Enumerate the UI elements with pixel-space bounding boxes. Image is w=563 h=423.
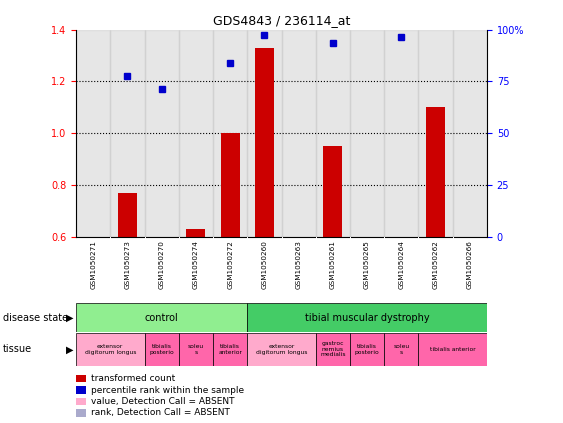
Text: gastroc
nemius
medialis: gastroc nemius medialis <box>320 341 346 357</box>
Text: GSM1050271: GSM1050271 <box>90 240 96 289</box>
Text: soleu
s: soleu s <box>188 344 204 354</box>
Text: tibial muscular dystrophy: tibial muscular dystrophy <box>305 313 430 323</box>
Text: tibialis
posterio: tibialis posterio <box>355 344 379 354</box>
Bar <box>418 30 453 237</box>
Bar <box>221 133 239 237</box>
Text: tibialis anterior: tibialis anterior <box>430 347 476 352</box>
Text: GSM1050265: GSM1050265 <box>364 240 370 289</box>
Bar <box>76 333 145 366</box>
Text: GSM1050274: GSM1050274 <box>193 240 199 289</box>
Text: disease state: disease state <box>3 313 68 323</box>
Bar <box>179 30 213 237</box>
Text: GSM1050262: GSM1050262 <box>432 240 439 289</box>
Text: transformed count: transformed count <box>91 374 175 383</box>
Text: ▶: ▶ <box>66 313 73 323</box>
Bar <box>418 333 487 366</box>
Text: value, Detection Call = ABSENT: value, Detection Call = ABSENT <box>91 397 234 406</box>
Text: GSM1050261: GSM1050261 <box>330 240 336 289</box>
Bar <box>179 333 213 366</box>
Bar <box>247 303 487 332</box>
Text: extensor
digitorum longus: extensor digitorum longus <box>256 344 307 354</box>
Bar <box>350 333 384 366</box>
Text: GSM1050260: GSM1050260 <box>261 240 267 289</box>
Bar <box>145 333 179 366</box>
Bar <box>426 107 445 237</box>
Text: soleu
s: soleu s <box>394 344 409 354</box>
Bar <box>282 30 316 237</box>
Text: control: control <box>145 313 178 323</box>
Text: percentile rank within the sample: percentile rank within the sample <box>91 385 244 395</box>
Bar <box>213 333 247 366</box>
Text: GSM1050263: GSM1050263 <box>296 240 302 289</box>
Bar <box>76 303 247 332</box>
Text: GSM1050273: GSM1050273 <box>124 240 131 289</box>
Bar <box>118 193 137 237</box>
Bar <box>453 30 487 237</box>
Bar <box>316 30 350 237</box>
Bar <box>145 30 179 237</box>
Text: tibialis
anterior: tibialis anterior <box>218 344 242 354</box>
Text: tibialis
posterio: tibialis posterio <box>149 344 174 354</box>
Bar <box>247 333 316 366</box>
Bar <box>350 30 384 237</box>
Bar <box>324 146 342 237</box>
Text: GSM1050272: GSM1050272 <box>227 240 233 289</box>
Bar <box>385 30 418 237</box>
Text: GSM1050264: GSM1050264 <box>399 240 404 289</box>
Bar <box>316 333 350 366</box>
Bar <box>110 30 145 237</box>
Bar <box>186 229 205 237</box>
Title: GDS4843 / 236114_at: GDS4843 / 236114_at <box>213 14 350 27</box>
Bar <box>384 333 418 366</box>
Bar <box>76 30 110 237</box>
Bar <box>213 30 247 237</box>
Text: tissue: tissue <box>3 344 32 354</box>
Text: ▶: ▶ <box>66 344 73 354</box>
Text: extensor
digitorum longus: extensor digitorum longus <box>84 344 136 354</box>
Text: GSM1050266: GSM1050266 <box>467 240 473 289</box>
Text: rank, Detection Call = ABSENT: rank, Detection Call = ABSENT <box>91 408 230 418</box>
Text: GSM1050270: GSM1050270 <box>159 240 164 289</box>
Bar <box>247 30 282 237</box>
Bar <box>255 48 274 237</box>
